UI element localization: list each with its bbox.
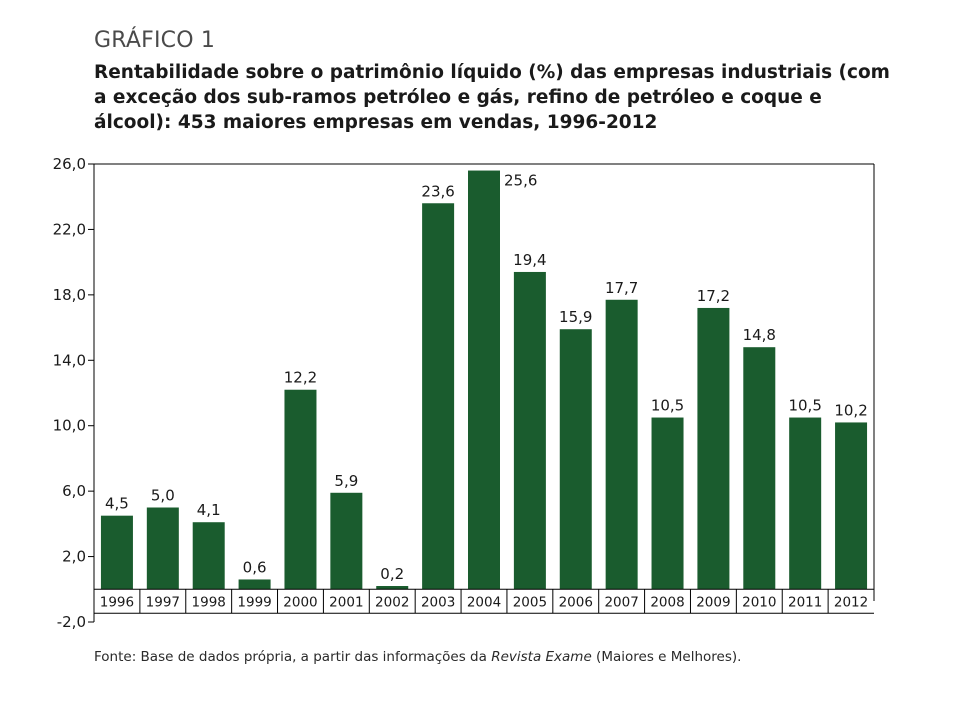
y-axis: -2,0 2,0 6,0 10,0 14,0 18,0 22,0 26,0 xyxy=(53,155,875,631)
data-labels: 4,5 5,0 4,1 0,6 12,2 5,9 0,2 23,6 25,6 19,4 15,9 17… xyxy=(105,172,868,583)
source-prefix: Fonte: Base de dados própria, a partir d… xyxy=(94,649,492,665)
bar xyxy=(605,299,638,590)
data-label: 10,2 xyxy=(834,401,867,419)
data-label: 5,0 xyxy=(151,487,175,505)
data-label: 10,5 xyxy=(651,397,684,415)
x-tick-label: 2000 xyxy=(283,594,317,610)
y-tick-label: -2,0 xyxy=(57,613,86,631)
data-label: 15,9 xyxy=(559,308,592,326)
x-tick-label: 1998 xyxy=(192,594,226,610)
bar xyxy=(146,507,179,590)
data-label: 5,9 xyxy=(334,472,358,490)
data-label: 23,6 xyxy=(421,182,454,200)
y-tick-label: 22,0 xyxy=(53,220,86,238)
x-tick-label: 2012 xyxy=(834,594,868,610)
x-tick-label: 2004 xyxy=(467,594,501,610)
bar xyxy=(513,271,546,590)
figure-label: GRÁFICO 1 xyxy=(94,28,216,53)
source-publication: Revista Exame xyxy=(491,649,592,665)
x-axis: 1996 1997 1998 1999 2000 2001 2002 2003 2004 2005… xyxy=(94,588,874,614)
y-tick-label: 18,0 xyxy=(53,286,86,304)
bar xyxy=(651,417,684,590)
bar xyxy=(192,522,225,590)
data-label: 0,6 xyxy=(243,558,267,576)
x-tick-label: 2002 xyxy=(375,594,409,610)
source-note: Fonte: Base de dados própria, a partir d… xyxy=(94,649,741,665)
bar xyxy=(468,170,500,590)
bar xyxy=(284,389,317,590)
x-tick-label: 2003 xyxy=(421,594,455,610)
bar xyxy=(835,422,868,590)
x-tick-label: 2010 xyxy=(742,594,776,610)
bar xyxy=(559,329,592,590)
bar xyxy=(789,417,822,590)
x-tick-label: 1999 xyxy=(237,594,271,610)
x-tick-label: 2006 xyxy=(559,594,593,610)
x-tick-label: 2008 xyxy=(650,594,684,610)
bar xyxy=(330,492,363,590)
data-label: 14,8 xyxy=(743,326,776,344)
y-tick-label: 14,0 xyxy=(53,351,86,369)
x-tick-label: 1997 xyxy=(146,594,180,610)
x-tick-label: 2007 xyxy=(604,594,638,610)
y-tick-label: 6,0 xyxy=(62,482,86,500)
data-label: 4,5 xyxy=(105,495,129,513)
data-label: 25,6 xyxy=(504,172,537,190)
chart-title: Rentabilidade sobre o patrimônio líquido… xyxy=(94,62,890,133)
y-tick-label: 10,0 xyxy=(53,417,86,435)
bar xyxy=(376,586,409,590)
x-tick-label: 2009 xyxy=(696,594,730,610)
bar xyxy=(238,579,271,590)
x-tick-label: 2001 xyxy=(329,594,363,610)
bar xyxy=(743,347,776,590)
x-tick-label: 1996 xyxy=(100,594,134,610)
data-label: 19,4 xyxy=(513,251,546,269)
x-tick-label: 2011 xyxy=(788,594,822,610)
bar xyxy=(422,203,455,590)
data-label: 12,2 xyxy=(284,369,317,387)
data-label: 4,1 xyxy=(197,501,221,519)
y-tick-label: 26,0 xyxy=(53,155,86,173)
y-tick-label: 2,0 xyxy=(62,548,86,566)
source-suffix: (Maiores e Melhores). xyxy=(591,649,742,665)
bars xyxy=(100,170,868,590)
data-label: 0,2 xyxy=(380,565,404,583)
data-label: 17,2 xyxy=(697,287,730,305)
data-label: 17,7 xyxy=(605,279,638,297)
x-tick-label: 2005 xyxy=(513,594,547,610)
data-label: 10,5 xyxy=(788,397,821,415)
bar xyxy=(100,515,133,590)
bar xyxy=(697,307,730,590)
